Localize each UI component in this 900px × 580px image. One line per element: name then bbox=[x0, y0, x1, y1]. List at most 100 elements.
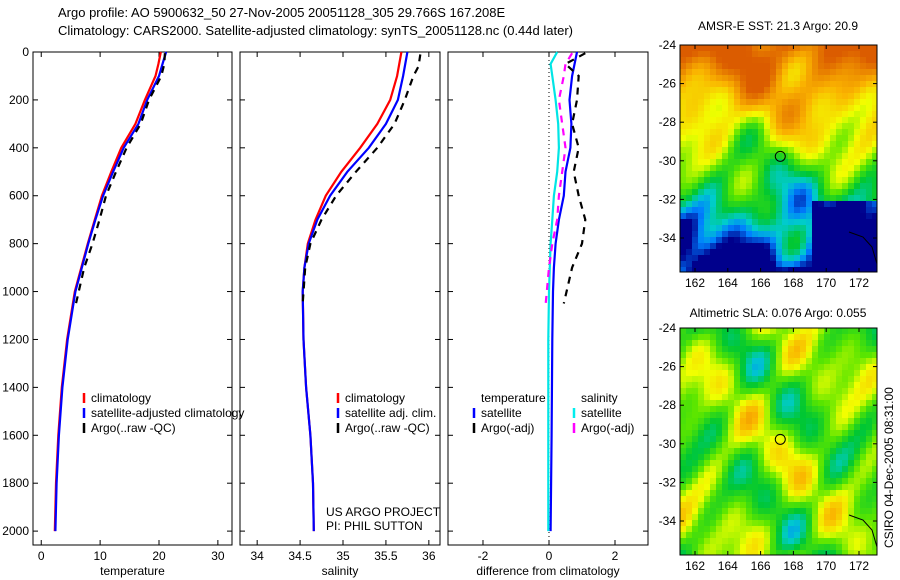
map-cell bbox=[818, 424, 824, 430]
map-cell bbox=[734, 255, 740, 261]
map-cell bbox=[746, 147, 752, 153]
map-cell bbox=[758, 406, 764, 412]
x-tick-label: 30 bbox=[211, 549, 225, 563]
map-cell bbox=[704, 189, 710, 195]
map-cell bbox=[728, 370, 734, 376]
map-cell bbox=[794, 520, 800, 526]
map-cell bbox=[830, 243, 836, 249]
map-cell bbox=[866, 237, 872, 243]
map-cell bbox=[794, 117, 800, 123]
map-cell bbox=[830, 207, 836, 213]
map-cell bbox=[716, 51, 722, 57]
map-cell bbox=[722, 370, 728, 376]
map-cell bbox=[812, 129, 818, 135]
map-cell bbox=[680, 406, 686, 412]
y-tick-label: 1400 bbox=[2, 380, 29, 394]
map-cell bbox=[800, 370, 806, 376]
map-cell bbox=[704, 460, 710, 466]
map-cell bbox=[836, 334, 842, 340]
map-cell bbox=[758, 484, 764, 490]
map-cell bbox=[758, 201, 764, 207]
map-cell bbox=[812, 484, 818, 490]
map-cell bbox=[764, 231, 770, 237]
map-cell bbox=[728, 406, 734, 412]
map-cell bbox=[860, 99, 866, 105]
map-cell bbox=[836, 195, 842, 201]
map-cell bbox=[770, 153, 776, 159]
map-cell bbox=[782, 550, 788, 555]
map-cell bbox=[800, 147, 806, 153]
map-cell bbox=[788, 153, 794, 159]
map-cell bbox=[848, 394, 854, 400]
map-cell bbox=[680, 213, 686, 219]
legend-satellite: satellite adj. clim. bbox=[345, 406, 436, 420]
map-cell bbox=[818, 255, 824, 261]
map-cell bbox=[728, 532, 734, 538]
map-cell bbox=[716, 129, 722, 135]
map-cell bbox=[722, 123, 728, 129]
map-cell bbox=[710, 454, 716, 460]
map-cell bbox=[776, 448, 782, 454]
map-cell bbox=[728, 436, 734, 442]
map-cell bbox=[716, 153, 722, 159]
map-cell bbox=[704, 99, 710, 105]
map-cell bbox=[836, 45, 842, 51]
map-cell bbox=[788, 418, 794, 424]
map-cell bbox=[854, 448, 860, 454]
map-cell bbox=[800, 454, 806, 460]
map-cell bbox=[716, 388, 722, 394]
map-cell bbox=[710, 544, 716, 550]
map-cell bbox=[716, 207, 722, 213]
map-cell bbox=[836, 117, 842, 123]
map-cell bbox=[770, 478, 776, 484]
map-cell bbox=[842, 207, 848, 213]
map-cell bbox=[830, 460, 836, 466]
map-cell bbox=[836, 532, 842, 538]
map-cell bbox=[704, 424, 710, 430]
map-cell bbox=[812, 328, 818, 334]
map-cell bbox=[782, 364, 788, 370]
map-cell bbox=[872, 159, 877, 165]
map-cell bbox=[836, 207, 842, 213]
lon-tick-label: 164 bbox=[718, 559, 738, 573]
map-cell bbox=[836, 538, 842, 544]
map-cell bbox=[764, 195, 770, 201]
map-cell bbox=[770, 177, 776, 183]
map-cell bbox=[680, 502, 686, 508]
map-cell bbox=[680, 63, 686, 69]
map-cell bbox=[794, 129, 800, 135]
map-cell bbox=[806, 141, 812, 147]
map-cell bbox=[818, 117, 824, 123]
map-cell bbox=[752, 346, 758, 352]
map-cell bbox=[794, 460, 800, 466]
map-cell bbox=[698, 412, 704, 418]
map-cell bbox=[692, 490, 698, 496]
map-cell bbox=[836, 111, 842, 117]
map-cell bbox=[788, 87, 794, 93]
map-cell bbox=[752, 123, 758, 129]
map-cell bbox=[698, 261, 704, 267]
map-cell bbox=[800, 358, 806, 364]
map-cell bbox=[872, 328, 877, 334]
map-cell bbox=[734, 334, 740, 340]
map-cell bbox=[818, 328, 824, 334]
map-cell bbox=[872, 129, 877, 135]
map-cell bbox=[848, 514, 854, 520]
map-cell bbox=[692, 544, 698, 550]
series-temperature-satellite bbox=[549, 51, 579, 532]
map-cell bbox=[716, 195, 722, 201]
map-cell bbox=[728, 382, 734, 388]
map-cell bbox=[836, 261, 842, 267]
map-cell bbox=[746, 544, 752, 550]
map-cell bbox=[782, 105, 788, 111]
map-cell bbox=[818, 520, 824, 526]
map-cell bbox=[836, 376, 842, 382]
map-cell bbox=[794, 177, 800, 183]
map-cell bbox=[830, 63, 836, 69]
map-cell bbox=[716, 430, 722, 436]
map-cell bbox=[770, 352, 776, 358]
map-cell bbox=[722, 550, 728, 555]
map-cell bbox=[770, 243, 776, 249]
map-cell bbox=[836, 526, 842, 532]
map-cell bbox=[806, 472, 812, 478]
